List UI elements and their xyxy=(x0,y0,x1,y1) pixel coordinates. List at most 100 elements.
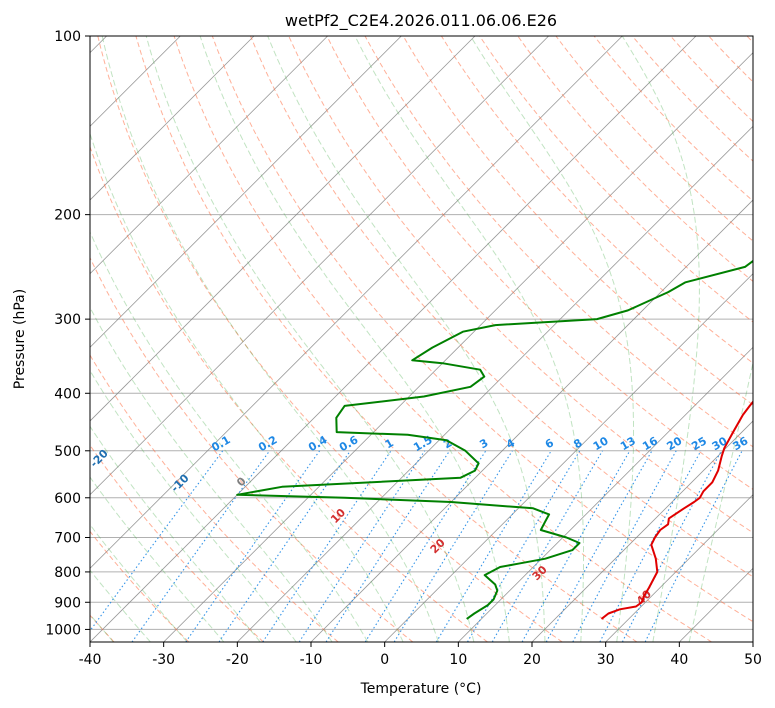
mixing-ratio-line xyxy=(262,450,392,642)
isotherm-line xyxy=(90,36,697,642)
isotherm-line xyxy=(679,567,753,642)
dry-adiabat-line xyxy=(440,36,753,364)
moist-adiabat-line xyxy=(90,476,225,642)
x-axis-ticks: -40 -30 -20 -10 0 10 20 30 40 50 xyxy=(79,642,762,668)
dewpoint-profile-line xyxy=(236,259,753,620)
moist-adiabat-line xyxy=(90,230,369,642)
mixing-ratio-lines xyxy=(90,450,743,642)
moist-adiabat-line xyxy=(354,36,584,642)
dry-adiabat-line xyxy=(402,36,753,406)
dry-adiabat-line xyxy=(90,444,264,642)
plot-frame xyxy=(89,35,754,643)
moist-adiabat-line xyxy=(90,369,297,642)
mixing-ratio-label: 1 xyxy=(383,436,396,451)
mixing-ratio-line xyxy=(185,450,321,642)
isotherm-line xyxy=(310,199,753,642)
mixing-ratio-label: 4 xyxy=(504,436,517,451)
dry-adiabats xyxy=(90,36,753,642)
isotherm-line xyxy=(163,52,753,642)
isotherm-line xyxy=(90,36,402,348)
isotherms xyxy=(90,36,753,642)
mixing-ratio-line xyxy=(218,450,351,642)
isotherm-line xyxy=(90,36,549,496)
mixing-ratio-line xyxy=(599,450,702,642)
x-tick-label: -40 xyxy=(79,652,102,668)
dry-adiabat-line xyxy=(708,36,753,83)
moist-adiabats xyxy=(90,36,753,642)
dry-adiabat-label: 20 xyxy=(428,536,448,556)
plot-area: 0.10.20.40.611.52346810131620253036-100-… xyxy=(10,36,753,642)
dry-adiabat-label: 30 xyxy=(530,563,550,583)
isotherm-line xyxy=(90,36,476,422)
isopleth-labels: 0.10.20.40.611.52346810131620253036-100-… xyxy=(10,419,751,607)
dry-adiabat-label: -30 xyxy=(10,419,33,442)
dry-adiabat-line xyxy=(249,36,753,578)
moist-adiabat-line xyxy=(199,36,510,642)
y-axis-ticks: 100 200 300 400 500 600 700 800 900 1000 xyxy=(45,29,90,638)
y-tick-label: 400 xyxy=(54,386,81,402)
moist-adiabat-line xyxy=(90,132,404,642)
dry-adiabat-line xyxy=(364,36,753,448)
x-axis-label: Temperature (°C) xyxy=(360,681,482,697)
mixing-ratio-line xyxy=(545,450,653,642)
y-tick-label: 1000 xyxy=(45,622,81,638)
isotherm-line xyxy=(90,36,328,275)
dry-adiabat-line xyxy=(669,36,753,123)
y-tick-label: 100 xyxy=(54,29,81,45)
x-tick-label: 0 xyxy=(380,652,389,668)
dry-adiabat-label: -20 xyxy=(88,447,111,470)
mixing-ratio-line xyxy=(325,450,451,642)
dry-adiabat-line xyxy=(173,36,712,642)
moist-adiabat-line xyxy=(101,36,439,642)
x-tick-label: -10 xyxy=(300,652,323,668)
isotherm-line xyxy=(605,494,753,642)
pressure-gridlines xyxy=(90,36,753,630)
dry-adiabat-line xyxy=(90,256,414,642)
y-tick-label: 600 xyxy=(54,491,81,507)
mixing-ratio-line xyxy=(644,450,743,642)
moist-adiabat-line xyxy=(470,36,634,642)
chart-title: wetPf2_C2E4.2026.011.06.06.E26 xyxy=(285,11,557,31)
dry-adiabat-line xyxy=(90,530,190,642)
dry-adiabat-line xyxy=(326,36,753,491)
x-tick-label: 30 xyxy=(597,652,615,668)
sounding-series xyxy=(236,259,753,620)
moist-adiabat-line xyxy=(90,523,188,642)
mixing-ratio-label: 6 xyxy=(543,436,556,451)
isotherm-line xyxy=(90,36,623,569)
mixing-ratio-line xyxy=(435,450,552,642)
isotherm-line xyxy=(531,420,753,642)
isotherm-line xyxy=(384,273,753,642)
mixing-ratio-line xyxy=(521,450,631,642)
y-tick-label: 900 xyxy=(54,595,81,611)
isotherm-line xyxy=(90,36,255,201)
moist-adiabat-line xyxy=(688,360,753,642)
x-tick-label: 50 xyxy=(744,652,762,668)
y-tick-label: 200 xyxy=(54,208,81,224)
moist-adiabat-line xyxy=(267,36,546,642)
x-tick-label: 10 xyxy=(449,652,467,668)
mixing-ratio-line xyxy=(364,450,487,642)
y-tick-label: 800 xyxy=(54,565,81,581)
isotherm-line xyxy=(237,125,753,642)
isotherm-line xyxy=(458,346,753,642)
mixing-ratio-line xyxy=(90,450,224,632)
mixing-ratio-line xyxy=(298,450,426,642)
mixing-ratio-line xyxy=(572,450,677,642)
y-tick-label: 500 xyxy=(54,444,81,460)
moist-adiabat-line xyxy=(621,36,700,642)
dry-adiabat-line xyxy=(517,36,753,283)
mixing-ratio-line xyxy=(621,450,722,642)
dry-adiabat-line xyxy=(135,36,638,642)
dry-adiabat-line xyxy=(90,354,339,642)
dry-adiabat-line xyxy=(746,36,753,44)
y-axis-label: Pressure (hPa) xyxy=(12,289,28,389)
mixing-ratio-line xyxy=(131,450,271,642)
isotherm-line xyxy=(752,641,753,642)
mixing-ratio-label: 3 xyxy=(477,436,490,451)
x-tick-label: -30 xyxy=(152,652,175,668)
x-tick-label: 20 xyxy=(523,652,541,668)
dry-adiabat-line xyxy=(479,36,753,323)
y-tick-label: 300 xyxy=(54,312,81,328)
moist-adiabat-line xyxy=(145,36,475,642)
